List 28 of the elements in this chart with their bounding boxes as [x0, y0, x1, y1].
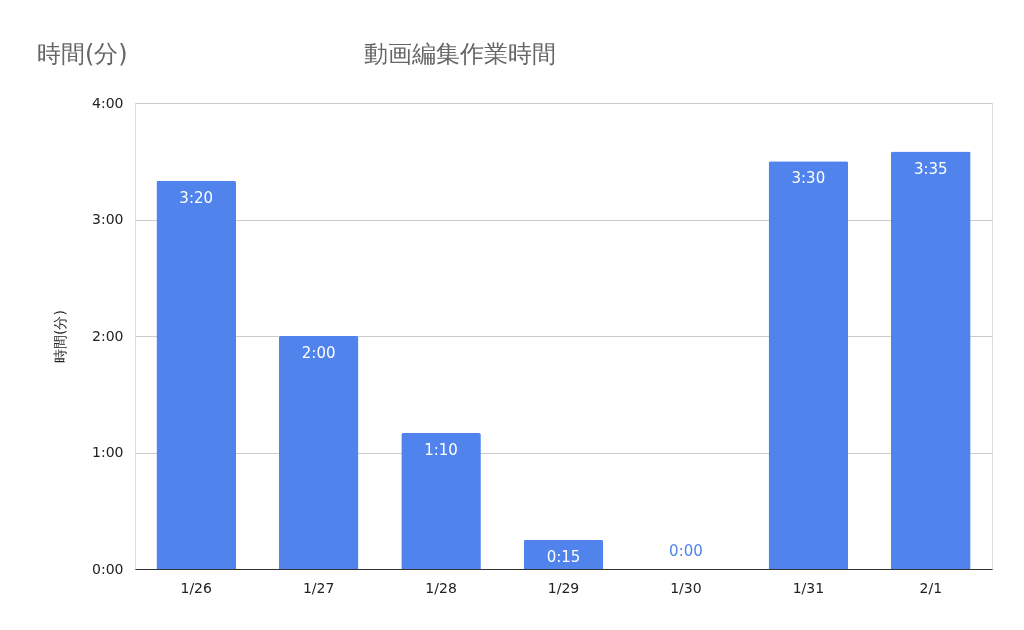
data-label: 2:00	[301, 344, 336, 362]
x-tick-label: 1/29	[547, 579, 580, 596]
bar	[523, 539, 604, 569]
data-label: 0:00	[669, 542, 703, 560]
y-tick-label: 2:00	[92, 327, 124, 344]
y-axis-title: 時間(分)	[52, 310, 69, 363]
x-tick-label: 1/28	[425, 579, 457, 596]
bar	[891, 151, 971, 569]
x-tick-label: 1/27	[302, 579, 335, 596]
data-label: 3:30	[791, 169, 826, 188]
y-tick-label: 1:00	[92, 444, 124, 460]
chart-title: 動画編集作業時間	[364, 40, 556, 68]
bar	[401, 433, 481, 569]
x-tick-label: 2/1	[919, 579, 943, 596]
x-tick-label: 1/30	[670, 579, 702, 596]
data-label: 3:20	[179, 188, 214, 207]
data-label: 3:35	[913, 159, 948, 178]
x-tick-label: 1/31	[792, 579, 825, 596]
bar	[156, 180, 236, 569]
bar	[278, 336, 359, 569]
data-label: 0:15	[546, 547, 581, 566]
y-tick-label: 4:00	[92, 94, 124, 111]
y-tick-label: 3:00	[92, 211, 124, 227]
x-tick-label: 1/26	[180, 579, 213, 596]
bar	[768, 161, 849, 569]
text: 時間(分)	[37, 40, 128, 68]
data-label: 1:10	[424, 441, 458, 460]
y-tick-label: 0:00	[92, 560, 124, 577]
